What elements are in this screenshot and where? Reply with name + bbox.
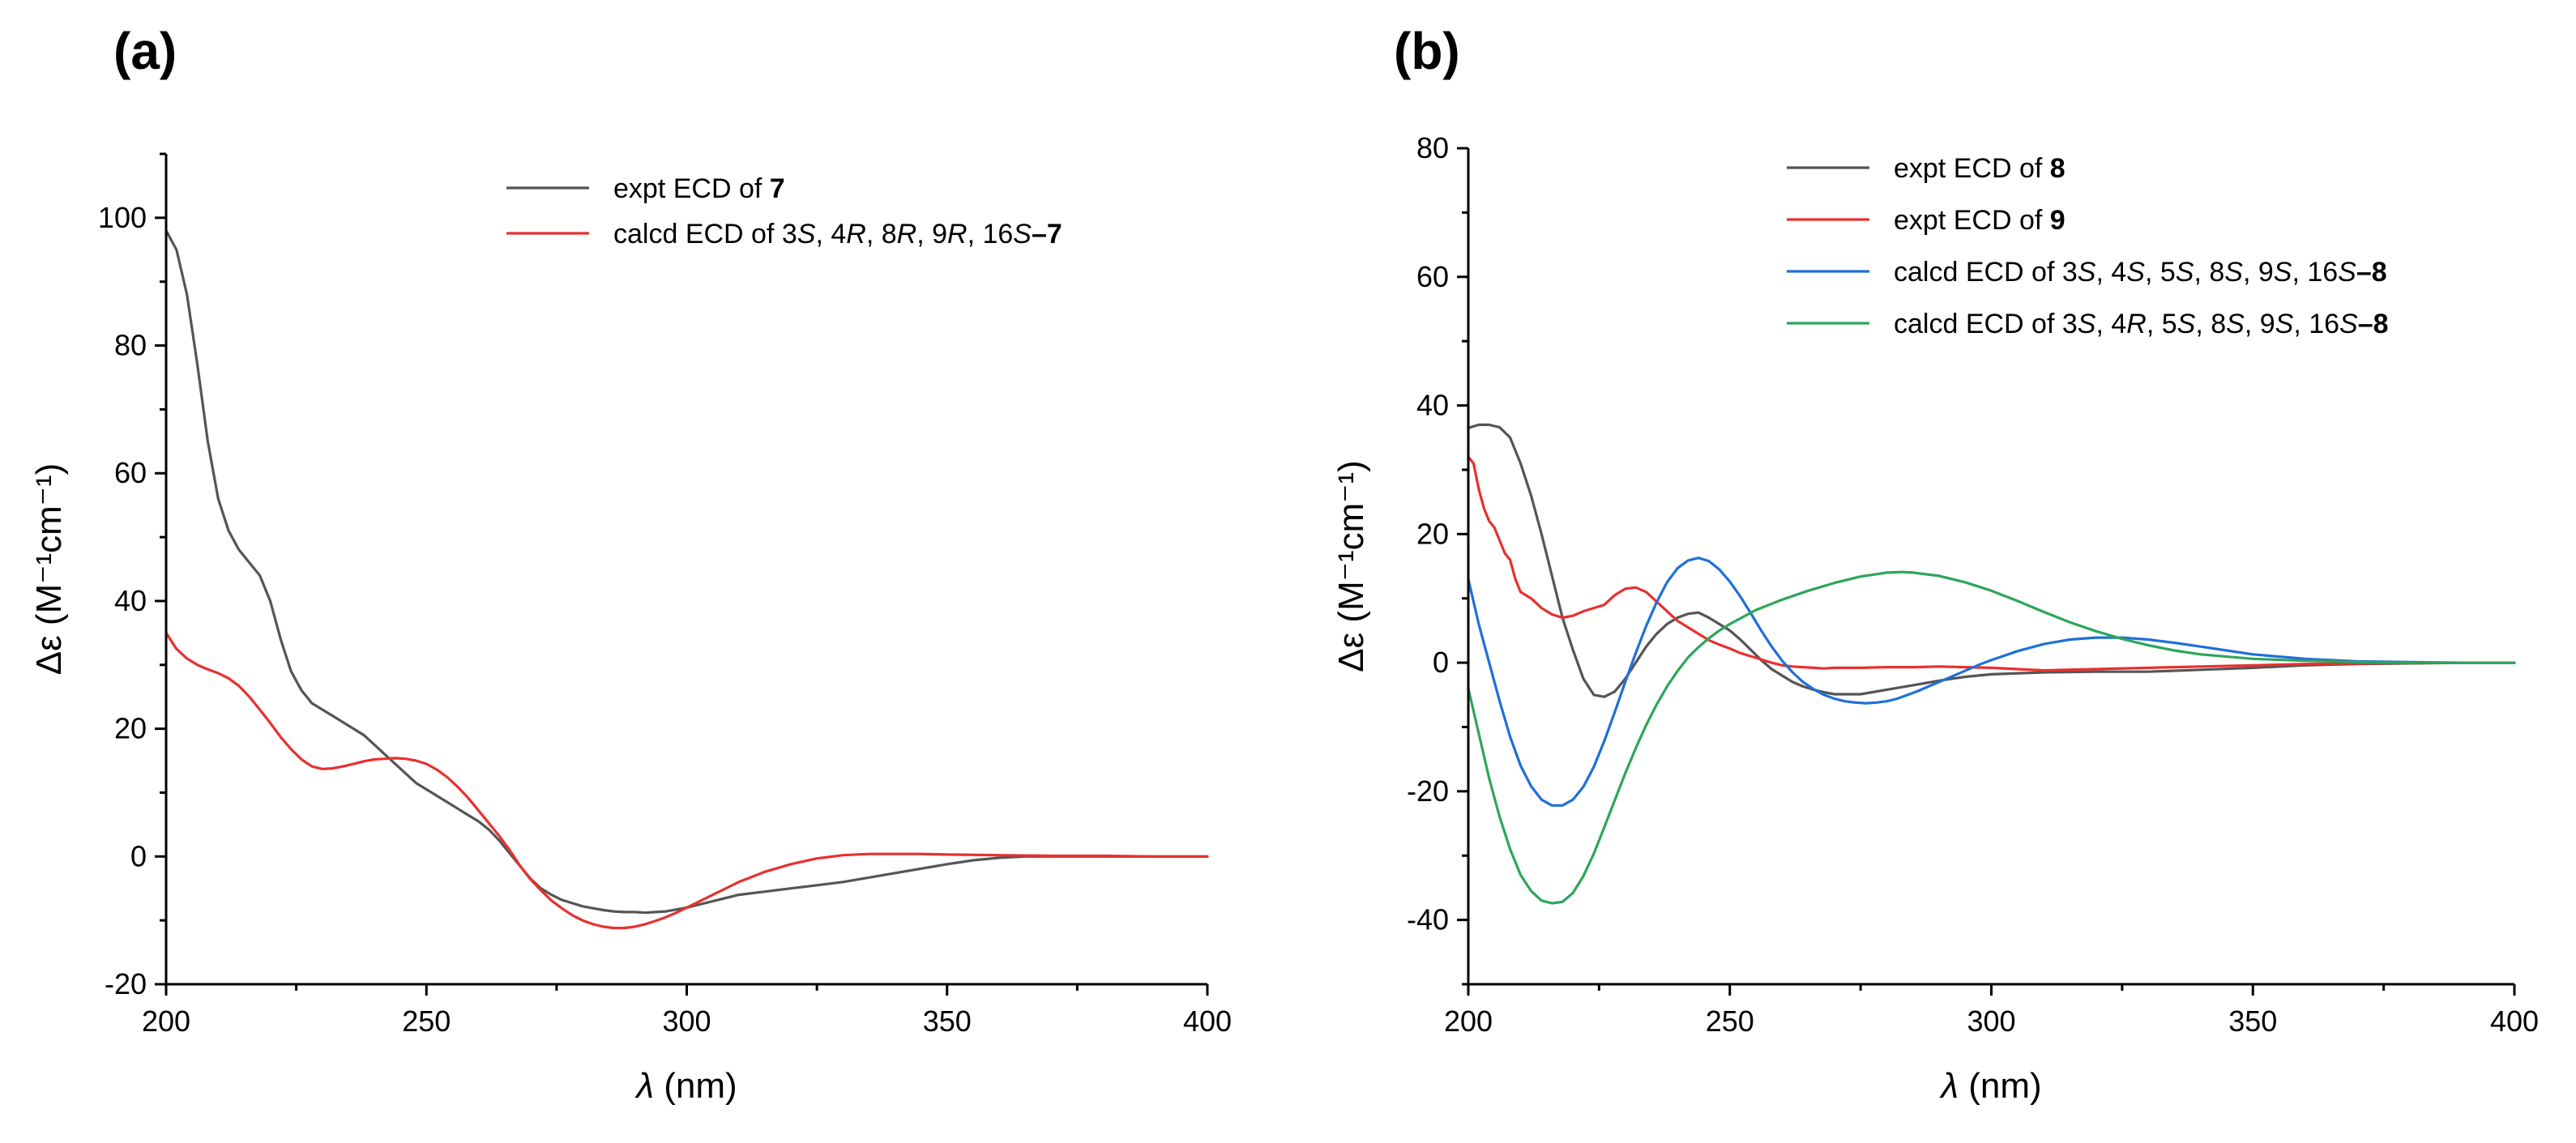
- legend-text-part: , 8: [866, 219, 897, 249]
- legend-text-part: , 9: [916, 219, 947, 249]
- legend-text-part: , 4: [815, 219, 846, 249]
- legend-entry: calcd ECD of 3S, 4R, 8R, 9R, 16S–7: [613, 219, 1062, 249]
- x-tick-label: 200: [1444, 1004, 1493, 1038]
- legend-text-part: R: [2126, 309, 2147, 339]
- series-line: [164, 631, 1209, 930]
- legend-text-part: 7: [770, 173, 785, 204]
- legend-text-part: S: [2224, 257, 2243, 288]
- x-axis-symbol: λ: [1939, 1066, 1959, 1106]
- y-tick-label: -40: [1407, 903, 1449, 936]
- legend-text-part: , 9: [2243, 257, 2274, 288]
- x-axis-unit: (nm): [654, 1066, 737, 1106]
- legend-text-part: , 8: [2195, 309, 2226, 339]
- series-line: [164, 229, 1209, 915]
- legend-text-part: calcd ECD of 3: [1894, 257, 2078, 288]
- y-tick-label: 0: [1433, 646, 1449, 679]
- x-axis-title: λ (nm): [634, 1066, 737, 1106]
- y-tick-label: -20: [1407, 774, 1449, 808]
- y-tick-label: -20: [105, 967, 147, 1000]
- legend-text-part: –8: [2356, 257, 2387, 288]
- legend-text-part: S: [2275, 309, 2294, 339]
- legend-entry: calcd ECD of 3S, 4S, 5S, 8S, 9S, 16S–8: [1894, 257, 2387, 288]
- chart-panel-b: (b) -40 -20 0 20 40 60 80 200 250 300 350 400 λ (nm) Δ…: [1331, 22, 2539, 1106]
- chart-panel-a: (a) -20 0 20 40 60 80 100 200 250 300 350 400 λ (nm) Δ…: [29, 22, 1232, 1106]
- legend-text-part: calcd ECD of 3: [1894, 309, 2078, 339]
- y-tick-label: 100: [98, 201, 147, 234]
- legend-text-part: , 5: [2147, 309, 2177, 339]
- legend-text-part: , 16: [968, 219, 1014, 249]
- legend-text-part: S: [2339, 309, 2358, 339]
- x-axis-symbol: λ: [634, 1066, 654, 1106]
- legend-entry: calcd ECD of 3S, 4R, 5S, 8S, 9S, 16S–8: [1894, 309, 2389, 339]
- legend-text-part: , 4: [2095, 257, 2126, 288]
- x-tick-label: 200: [142, 1004, 190, 1038]
- legend-entry: expt ECD of 7: [613, 173, 785, 204]
- panel-label: (a): [113, 22, 177, 80]
- x-tick-label: 300: [662, 1004, 711, 1038]
- x-tick-label: 400: [2490, 1004, 2539, 1038]
- legend-text-part: , 16: [2293, 309, 2339, 339]
- legend-text-part: –7: [1032, 219, 1062, 249]
- legend-text-part: expt ECD of: [1894, 205, 2050, 236]
- y-tick-label: 0: [130, 839, 147, 872]
- series-line: [1467, 557, 2516, 807]
- series-line: [1467, 570, 2516, 905]
- x-axis-unit: (nm): [1959, 1066, 2042, 1106]
- legend-text-part: , 9: [2245, 309, 2275, 339]
- legend-text-part: R: [947, 219, 968, 249]
- legend-text-part: expt ECD of: [613, 173, 770, 204]
- legend-text-part: 9: [2050, 205, 2065, 236]
- y-axis-title: Δε (M⁻¹cm⁻¹): [29, 463, 69, 676]
- legend-text-part: , 16: [2292, 257, 2338, 288]
- legend-text-part: , 8: [2194, 257, 2224, 288]
- legend-entry: expt ECD of 9: [1894, 205, 2065, 236]
- legend-text-part: R: [897, 219, 917, 249]
- legend-text-part: calcd ECD of 3: [613, 219, 797, 249]
- legend-text-part: , 4: [2095, 309, 2126, 339]
- legend-text-part: S: [2078, 257, 2096, 288]
- legend-text-part: S: [1013, 219, 1032, 249]
- legend-text-part: S: [2078, 309, 2096, 339]
- y-tick-label: 60: [114, 456, 147, 489]
- legend-entry: expt ECD of 8: [1894, 153, 2065, 184]
- legend-text-part: , 5: [2145, 257, 2176, 288]
- y-tick-label: 80: [114, 329, 147, 362]
- panel-label: (b): [1394, 22, 1460, 80]
- series-line: [1467, 455, 2516, 672]
- y-tick-label: 40: [1416, 389, 1449, 422]
- y-tick-label: 60: [1416, 260, 1449, 293]
- x-tick-label: 350: [2228, 1004, 2277, 1038]
- legend-text-part: R: [846, 219, 866, 249]
- y-tick-label: 40: [114, 584, 147, 617]
- legend-text-part: S: [797, 219, 816, 249]
- series-line: [1467, 423, 2516, 698]
- x-tick-label: 400: [1183, 1004, 1232, 1038]
- x-tick-label: 350: [923, 1004, 972, 1038]
- legend-text-part: S: [2177, 309, 2196, 339]
- legend-text-part: 8: [2050, 153, 2065, 184]
- legend-text-part: expt ECD of: [1894, 153, 2050, 184]
- legend-text-part: S: [2226, 309, 2245, 339]
- legend-text-part: S: [2126, 257, 2145, 288]
- legend-text-part: S: [2176, 257, 2194, 288]
- y-tick-label: 80: [1416, 131, 1449, 164]
- y-axis-title: Δε (M⁻¹cm⁻¹): [1331, 460, 1371, 672]
- legend-text-part: S: [2274, 257, 2292, 288]
- legend-text-part: –8: [2358, 309, 2389, 339]
- legend-text-part: S: [2338, 257, 2356, 288]
- y-tick-label: 20: [114, 712, 147, 745]
- x-tick-label: 300: [1967, 1004, 2015, 1038]
- y-tick-label: 20: [1416, 517, 1449, 550]
- x-tick-label: 250: [1706, 1004, 1754, 1038]
- x-tick-label: 250: [402, 1004, 451, 1038]
- x-axis-title: λ (nm): [1939, 1066, 2041, 1106]
